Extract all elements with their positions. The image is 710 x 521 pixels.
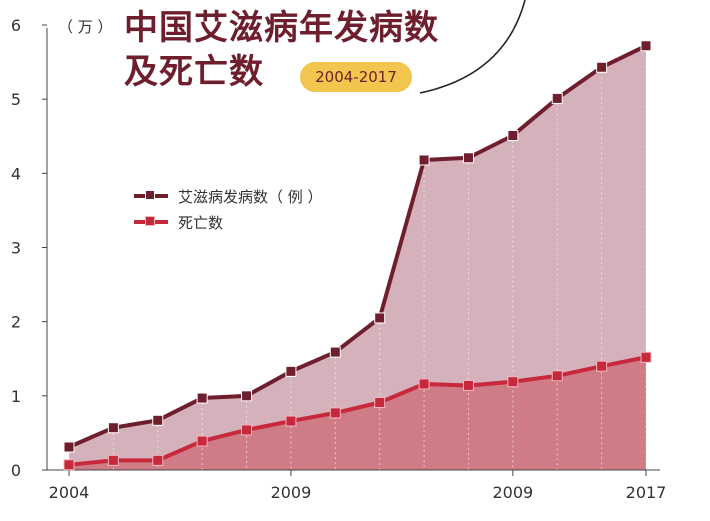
point-series-1-2006: [152, 454, 164, 466]
series-lines: [68, 43, 647, 467]
y-ticks: 0 1 2 3 4 5 6: [11, 16, 47, 480]
point-series-0-2014: [507, 130, 519, 142]
vertical-guides: [68, 45, 647, 470]
chart-title-line1: 中国艾滋病年发病数: [124, 8, 439, 48]
legend-item-deaths: 死亡数: [134, 211, 223, 233]
line-series-0: [68, 43, 647, 449]
y-tick-label-0: 0: [11, 461, 21, 480]
y-unit-label: （ 万 ）: [58, 18, 113, 36]
point-series-1-2008: [241, 424, 253, 436]
point-series-0-2005: [107, 422, 119, 434]
line-series-1: [68, 355, 647, 467]
point-series-1-2017: [640, 351, 652, 363]
point-series-1-2009: [285, 415, 297, 427]
point-series-0-2010: [329, 346, 341, 358]
point-series-1-2004: [63, 459, 75, 471]
point-series-0-2015: [551, 92, 563, 104]
point-series-1-2007: [196, 435, 208, 447]
x-tick-label-2: 2009: [492, 483, 533, 502]
y-tick-label-1: 1: [11, 387, 21, 406]
legend-swatch-deaths: [134, 211, 168, 233]
x-tick-label-3: 2017: [626, 483, 667, 502]
point-series-1-2011: [374, 397, 386, 409]
series-markers: [63, 40, 652, 471]
legend-item-cases: 艾滋病发病数（ 例 ）: [134, 185, 323, 207]
point-series-0-2008: [241, 390, 253, 402]
point-series-1-2014: [507, 376, 519, 388]
area-series-1: [69, 357, 646, 470]
y-tick-label-5: 5: [11, 90, 21, 109]
point-series-1-2012: [418, 378, 430, 390]
x-tick-label-0: 2004: [49, 483, 90, 502]
point-series-0-2006: [152, 414, 164, 426]
legend-label-deaths: 死亡数: [178, 213, 224, 232]
point-series-0-2017: [640, 40, 652, 52]
year-range-badge: 2004-2017: [300, 62, 412, 92]
point-series-0-2011: [374, 312, 386, 324]
y-tick-label-6: 6: [11, 16, 21, 35]
y-tick-label-3: 3: [11, 239, 21, 258]
point-series-0-2013: [462, 152, 474, 164]
x-tick-label-1: 2009: [271, 483, 312, 502]
decorative-curve: [419, 0, 526, 94]
area-series-0: [69, 45, 646, 471]
x-ticks: 2004 2009 2009 2017: [49, 470, 667, 502]
legend-swatch-cases: [134, 185, 168, 207]
point-series-0-2009: [285, 365, 297, 377]
point-series-0-2016: [596, 61, 608, 73]
y-tick-label-4: 4: [11, 164, 21, 183]
y-tick-label-2: 2: [11, 313, 21, 332]
point-series-0-2012: [418, 154, 430, 166]
point-series-0-2004: [63, 441, 75, 453]
point-series-0-2007: [196, 392, 208, 404]
legend-label-cases: 艾滋病发病数（ 例 ）: [178, 187, 323, 206]
chart-areas: [69, 45, 646, 471]
point-series-1-2016: [596, 360, 608, 372]
point-series-1-2010: [329, 407, 341, 419]
point-series-1-2005: [107, 454, 119, 466]
point-series-1-2013: [462, 379, 474, 391]
chart-title-line2: 及死亡数: [124, 52, 264, 92]
point-series-1-2015: [551, 370, 563, 382]
